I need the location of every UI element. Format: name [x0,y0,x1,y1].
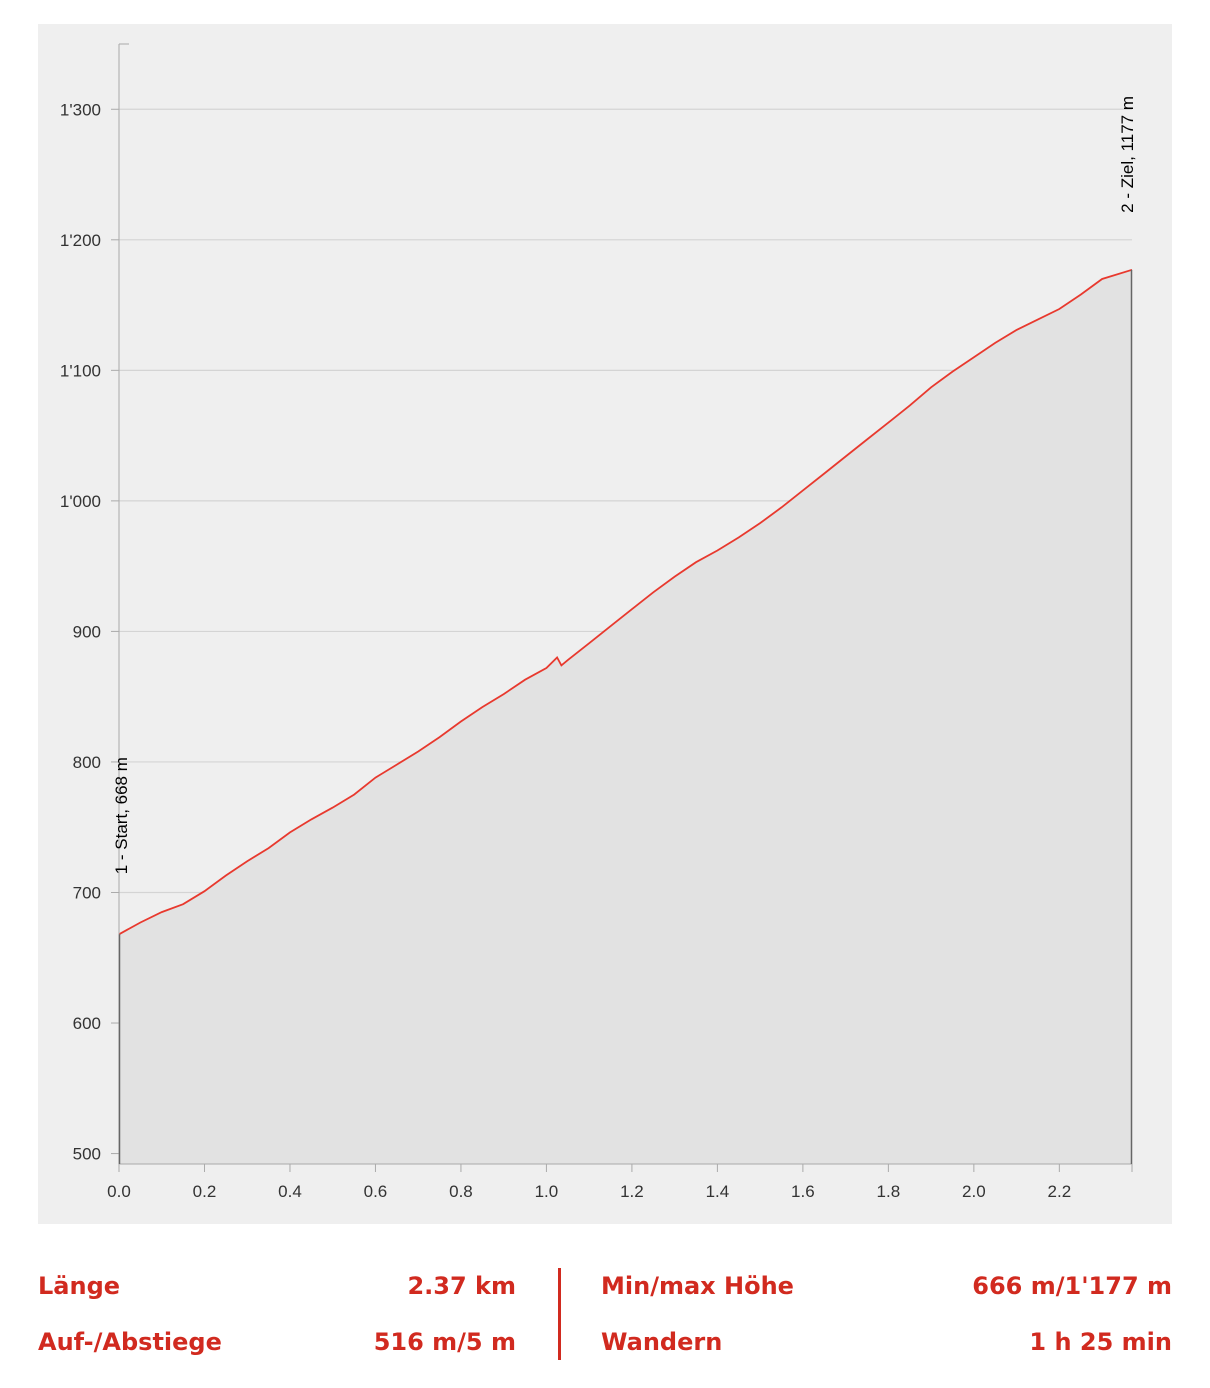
ascent-label: Auf-/Abstiege [38,1328,222,1356]
minmax-label: Min/max Höhe [601,1272,794,1300]
y-tick-label: 700 [73,883,101,902]
y-tick-label: 1'000 [60,492,101,511]
elevation-chart-svg: 500 600 700 800 900 1'000 1'100 1'200 1'300 0.0 0.… [60,43,1137,1201]
y-tick-label: 500 [73,1145,101,1164]
x-tick-label: 2.2 [1048,1182,1072,1201]
activity-value: 1 h 25 min [1029,1328,1172,1356]
x-tick-label: 1.4 [706,1182,730,1201]
y-tick-label: 1'200 [60,231,101,250]
x-tick-label: 0.4 [278,1182,302,1201]
ascent-value: 516 m/5 m [373,1328,516,1356]
y-tick-label: 600 [73,1014,101,1033]
finish-marker-label: 2 - Ziel, 1177 m [1118,96,1137,213]
x-tick-label: 2.0 [962,1182,986,1201]
y-tick-label: 1'100 [60,361,101,380]
x-tick-label: 0.8 [449,1182,473,1201]
length-label: Länge [38,1272,121,1300]
x-tick-label: 1.2 [620,1182,644,1201]
x-tick-label: 0.0 [107,1182,131,1201]
elevation-chart: 500 600 700 800 900 1'000 1'100 1'200 1'300 0.0 0.… [38,24,1172,1224]
elevation-fill [119,269,1132,1164]
elevation-area [118,268,1133,1164]
y-tick-label: 1'300 [60,100,101,119]
waypoint-markers: 1 - Start, 668 m 2 - Ziel, 1177 m [112,96,1137,1164]
stats-divider [558,1268,561,1360]
y-tick-label: 800 [73,753,101,772]
x-tick-label: 1.6 [791,1182,815,1201]
x-tick-label: 1.8 [877,1182,901,1201]
x-tick-label: 1.0 [535,1182,559,1201]
length-value: 2.37 km [407,1272,516,1300]
activity-label: Wandern [601,1328,723,1356]
elevation-line [118,268,1133,936]
minmax-value: 666 m/1'177 m [972,1272,1172,1300]
x-tick-label: 0.2 [193,1182,217,1201]
x-tick-label: 0.6 [364,1182,388,1201]
y-tick-label: 900 [73,622,101,641]
start-marker-label: 1 - Start, 668 m [112,757,131,874]
route-stats: Länge 2.37 km Auf-/Abstiege 516 m/5 m Mi… [38,1258,1172,1368]
axes: 500 600 700 800 900 1'000 1'100 1'200 1'300 0.0 0.… [60,43,1133,1201]
